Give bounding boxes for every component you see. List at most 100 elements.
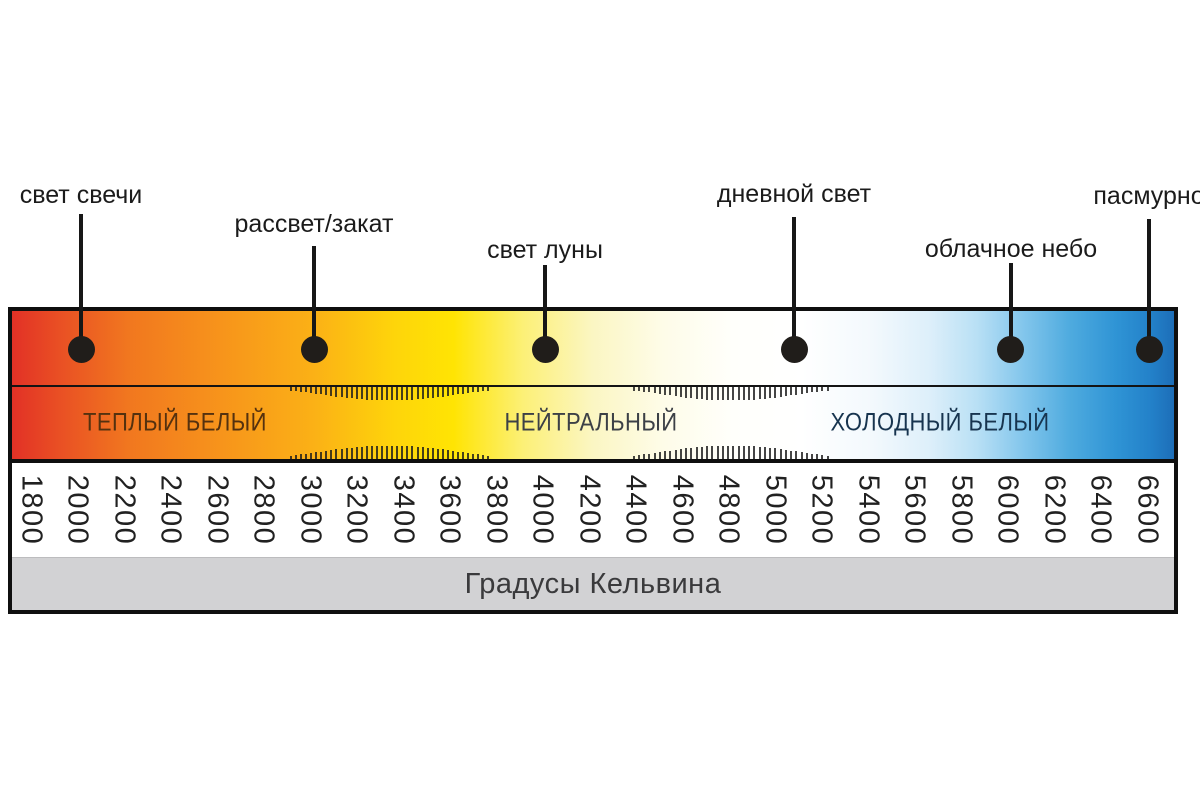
transition-tick	[763, 387, 766, 399]
transition-tick	[810, 387, 813, 393]
transition-tick	[711, 446, 714, 459]
transition-tick	[294, 455, 297, 459]
transition-tick	[345, 448, 348, 459]
kelvin-value-3800: 3800	[480, 474, 513, 546]
footer-bar: Градусы Кельвина	[12, 557, 1174, 610]
transition-tick	[706, 446, 709, 459]
transition-tick	[325, 387, 328, 396]
cold-white-zone-label: ХОЛОДНЫЙ БЕЛЫЙ	[830, 408, 1050, 437]
transition-tick	[365, 387, 368, 400]
kelvin-value-6000: 6000	[991, 474, 1024, 546]
kelvin-value-5200: 5200	[805, 474, 838, 546]
transition-tick	[477, 454, 480, 459]
kelvin-value-3000: 3000	[294, 474, 327, 546]
transition-tick	[289, 455, 292, 459]
transition-tick	[477, 387, 480, 392]
transition-tick	[305, 387, 308, 393]
kelvin-value-2400: 2400	[154, 474, 187, 546]
daylight-label: дневной свет	[716, 180, 872, 208]
transition-tick	[679, 449, 682, 459]
transition-tick	[774, 448, 777, 459]
transition-tick	[462, 387, 465, 394]
transition-tick	[784, 449, 787, 459]
transition-tick	[487, 455, 490, 459]
transition-tick	[706, 387, 709, 400]
transition-tick	[436, 448, 439, 459]
transition-tick	[451, 387, 454, 396]
transition-tick	[350, 387, 353, 399]
gradient-band-top	[12, 311, 1174, 385]
transition-tick	[320, 451, 323, 459]
transition-tick	[700, 446, 703, 459]
transition-tick	[305, 453, 308, 459]
transition-tick	[800, 387, 803, 394]
kelvin-value-4000: 4000	[526, 474, 559, 546]
kelvin-value-1800: 1800	[15, 474, 48, 546]
transition-tick	[643, 387, 646, 392]
transition-tick	[816, 454, 819, 459]
kelvin-value-2600: 2600	[201, 474, 234, 546]
transition-tick	[753, 387, 756, 400]
transition-tick	[690, 387, 693, 399]
kelvin-value-6400: 6400	[1084, 474, 1117, 546]
transition-tick	[716, 445, 719, 459]
transition-tick	[700, 387, 703, 400]
transition-tick	[732, 387, 735, 401]
kelvin-value-3400: 3400	[387, 474, 420, 546]
transition-tick	[685, 448, 688, 459]
transition-tick	[467, 452, 470, 459]
gradient-band-zones: ТЕПЛЫЙ БЕЛЫЙ НЕЙТРАЛЬНЫЙ ХОЛОДНЫЙ БЕЛЫЙ	[12, 387, 1174, 459]
transition-tick	[482, 455, 485, 459]
kelvin-value-5000: 5000	[759, 474, 792, 546]
transition-tick	[805, 387, 808, 394]
transition-tick	[810, 453, 813, 459]
kelvin-value-4600: 4600	[666, 474, 699, 546]
kelvin-value-3200: 3200	[340, 474, 373, 546]
transition-tick	[310, 387, 313, 394]
transition-tick	[431, 387, 434, 398]
transition-tick	[779, 387, 782, 397]
transition-tick	[426, 387, 429, 399]
transition-tick	[748, 446, 751, 459]
transition-tick	[315, 452, 318, 459]
transition-tick	[769, 387, 772, 399]
transition-tick	[416, 387, 419, 400]
transition-tick	[391, 387, 394, 401]
transition-tick	[431, 448, 434, 459]
transition-tick	[763, 447, 766, 459]
transition-tick	[711, 387, 714, 400]
sunrise-sunset-label: рассвет/закат	[234, 210, 394, 238]
transition-tick	[391, 445, 394, 459]
transition-tick	[396, 387, 399, 401]
transition-tick	[365, 446, 368, 459]
kelvin-unit-label: Градусы Кельвина	[464, 567, 722, 600]
transition-tick	[805, 452, 808, 459]
transition-tick	[748, 387, 751, 400]
transition-tick	[826, 387, 829, 391]
transition-tick	[774, 387, 777, 398]
transition-tick	[370, 387, 373, 401]
transition-tick	[411, 387, 414, 400]
transition-tick	[381, 445, 384, 459]
transition-tick	[325, 450, 328, 459]
transition-tick	[779, 449, 782, 459]
transition-tick	[381, 387, 384, 401]
transition-tick	[695, 447, 698, 459]
transition-tick	[784, 387, 787, 397]
transition-tick	[335, 449, 338, 459]
transition-tick	[289, 387, 292, 391]
transition-tick	[345, 387, 348, 398]
transition-tick	[716, 387, 719, 401]
transition-tick	[462, 452, 465, 459]
transition-tick	[370, 445, 373, 459]
transition-tick	[294, 387, 297, 391]
transition-tick	[674, 387, 677, 397]
transition-tick	[300, 454, 302, 459]
transition-tick	[795, 387, 798, 395]
transition-tick	[487, 387, 490, 391]
transition-tick	[742, 445, 745, 459]
transition-tick	[330, 387, 333, 396]
transition-tick	[664, 387, 667, 395]
kelvin-value-5800: 5800	[945, 474, 978, 546]
transition-tick	[769, 447, 772, 459]
